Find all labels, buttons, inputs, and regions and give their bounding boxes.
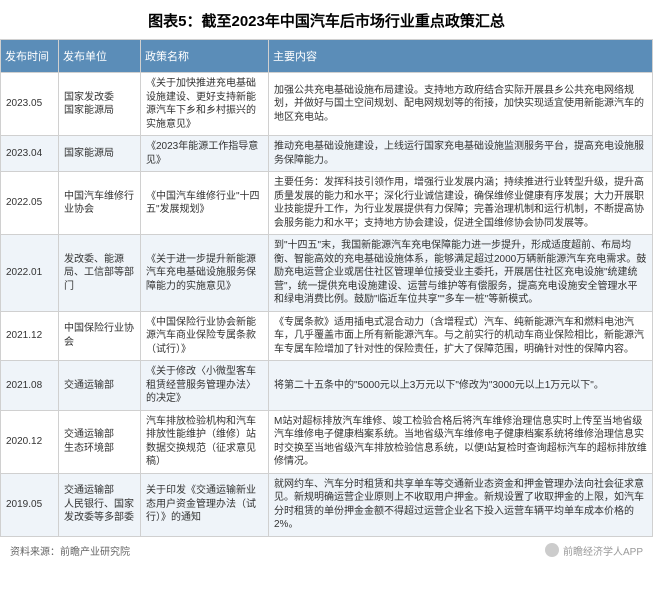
cell-time: 2022.01 <box>1 235 59 312</box>
cell-unit: 交通运输部 <box>59 361 141 411</box>
table-row: 2023.05国家发改委 国家能源局《关于加快推进充电基础设施建设、更好支持新能… <box>1 73 653 136</box>
table-row: 2019.05交通运输部 人民银行、国家发改委等多部委关于印发《交通运输新业态用… <box>1 473 653 536</box>
cell-unit: 交通运输部 人民银行、国家发改委等多部委 <box>59 473 141 536</box>
cell-policy: 《2023年能源工作指导意见》 <box>141 136 269 172</box>
header-time: 发布时间 <box>1 40 59 73</box>
header-policy: 政策名称 <box>141 40 269 73</box>
footer-brand: 前瞻经济学人APP <box>545 543 643 558</box>
table-row: 2022.05中国汽车维修行业协会《中国汽车维修行业"十四五"发展规划》主要任务… <box>1 172 653 235</box>
table-row: 2020.12交通运输部 生态环境部汽车排放检验机构和汽车排放性能维护（维修）站… <box>1 410 653 473</box>
cell-unit: 中国汽车维修行业协会 <box>59 172 141 235</box>
cell-content: 主要任务：发挥科技引领作用，增强行业发展内涵；持续推进行业转型升级，提升高质量发… <box>269 172 653 235</box>
table-row: 2021.12中国保险行业协会《中国保险行业协会新能源汽车商业保险专属条款（试行… <box>1 311 653 361</box>
cell-policy: 《中国保险行业协会新能源汽车商业保险专属条款（试行）》 <box>141 311 269 361</box>
cell-content: 就网约车、汽车分时租赁和共享单车等交通新业态资金和押金管理办法向社会征求意见。新… <box>269 473 653 536</box>
cell-policy: 《中国汽车维修行业"十四五"发展规划》 <box>141 172 269 235</box>
cell-content: M站对超标排放汽车维修、竣工检验合格后将汽车维修治理信息实时上传至当地省级汽车维… <box>269 410 653 473</box>
footer-brand-text: 前瞻经济学人APP <box>563 543 643 558</box>
cell-policy: 关于印发《交通运输新业态用户资金管理办法（试行）》的通知 <box>141 473 269 536</box>
cell-time: 2022.05 <box>1 172 59 235</box>
cell-content: 到"十四五"末，我国新能源汽车充电保障能力进一步提升，形成适度超前、布局均衡、智… <box>269 235 653 312</box>
chart-title: 图表5：截至2023年中国汽车后市场行业重点政策汇总 <box>0 0 653 39</box>
table-header-row: 发布时间 发布单位 政策名称 主要内容 <box>1 40 653 73</box>
cell-time: 2021.12 <box>1 311 59 361</box>
cell-time: 2023.04 <box>1 136 59 172</box>
cell-policy: 汽车排放检验机构和汽车排放性能维护（维修）站数据交换规范（征求意见稿） <box>141 410 269 473</box>
policy-table: 发布时间 发布单位 政策名称 主要内容 2023.05国家发改委 国家能源局《关… <box>0 39 653 537</box>
footer: 资料来源：前瞻产业研究院 前瞻经济学人APP <box>0 537 653 558</box>
cell-time: 2019.05 <box>1 473 59 536</box>
cell-policy: 《关于修改〈小微型客车租赁经营服务管理办法〉的决定》 <box>141 361 269 411</box>
cell-policy: 《关于加快推进充电基础设施建设、更好支持新能源汽车下乡和乡村振兴的实施意见》 <box>141 73 269 136</box>
cell-unit: 发改委、能源局、工信部等部门 <box>59 235 141 312</box>
cell-content: 推动充电基础设施建设，上线运行国家充电基础设施监测服务平台，提高充电设施服务保障… <box>269 136 653 172</box>
cell-content: 将第二十五条中的"5000元以上3万元以下"修改为"3000元以上1万元以下"。 <box>269 361 653 411</box>
header-content: 主要内容 <box>269 40 653 73</box>
cell-time: 2023.05 <box>1 73 59 136</box>
cell-content: 加强公共充电基础设施布局建设。支持地方政府结合实际开展县乡公共充电网络规划，并做… <box>269 73 653 136</box>
cell-time: 2021.08 <box>1 361 59 411</box>
table-row: 2021.08交通运输部《关于修改〈小微型客车租赁经营服务管理办法〉的决定》将第… <box>1 361 653 411</box>
cell-unit: 中国保险行业协会 <box>59 311 141 361</box>
table-row: 2023.04国家能源局《2023年能源工作指导意见》推动充电基础设施建设，上线… <box>1 136 653 172</box>
cell-unit: 国家能源局 <box>59 136 141 172</box>
cell-unit: 交通运输部 生态环境部 <box>59 410 141 473</box>
header-unit: 发布单位 <box>59 40 141 73</box>
cell-content: 《专属条款》适用插电式混合动力（含增程式）汽车、纯新能源汽车和燃料电池汽车，几乎… <box>269 311 653 361</box>
cell-time: 2020.12 <box>1 410 59 473</box>
brand-logo-icon <box>545 543 559 557</box>
cell-unit: 国家发改委 国家能源局 <box>59 73 141 136</box>
cell-policy: 《关于进一步提升新能源汽车充电基础设施服务保障能力的实施意见》 <box>141 235 269 312</box>
table-row: 2022.01发改委、能源局、工信部等部门《关于进一步提升新能源汽车充电基础设施… <box>1 235 653 312</box>
footer-source: 资料来源：前瞻产业研究院 <box>10 543 130 558</box>
